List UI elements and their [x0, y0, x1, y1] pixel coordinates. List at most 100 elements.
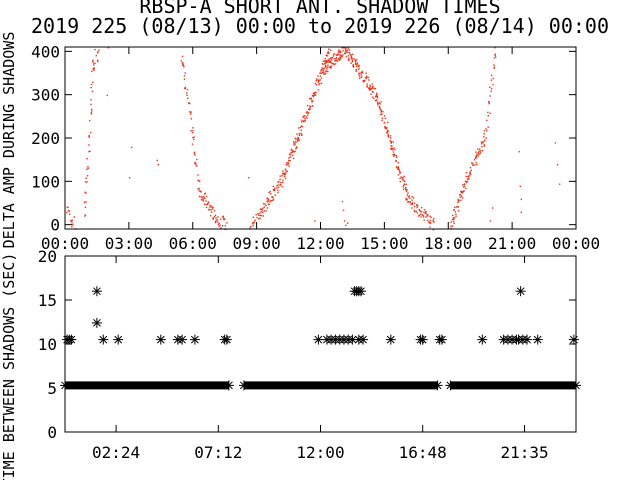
delta-amp-point — [106, 94, 108, 97]
delta-amp-point — [183, 65, 185, 68]
delta-amp-point — [199, 180, 201, 183]
delta-amp-point — [370, 88, 372, 91]
delta-amp-point — [272, 198, 275, 201]
time-between-y-ticks: 0 5 10 15 20 — [38, 247, 576, 442]
delta-amp-point — [390, 147, 392, 149]
delta-amp-point — [322, 60, 325, 62]
delta-amp-point — [269, 201, 271, 203]
delta-amp-point — [405, 199, 407, 201]
delta-amp-point — [481, 146, 483, 148]
delta-amp-point — [332, 55, 334, 57]
delta-amp-point — [323, 71, 325, 73]
delta-amp-point — [357, 65, 359, 67]
delta-amp-point — [71, 222, 73, 224]
delta-amp-point — [192, 127, 194, 129]
delta-amp-point — [384, 117, 387, 120]
delta-amp-point — [184, 86, 186, 89]
delta-amp-point — [73, 216, 75, 218]
delta-amp-point — [252, 216, 254, 218]
delta-amp-point — [327, 66, 329, 68]
delta-amp-point — [352, 65, 354, 67]
delta-amp-point — [322, 71, 324, 73]
delta-amp-point — [268, 203, 270, 206]
time-between-point — [532, 334, 543, 345]
delta-amp-point — [389, 140, 391, 142]
delta-amp-point — [322, 63, 324, 65]
delta-amp-point — [423, 209, 426, 211]
delta-amp-point — [90, 86, 92, 89]
delta-amp-point — [556, 164, 559, 166]
delta-amp-point — [350, 55, 352, 57]
delta-amp-point — [332, 63, 335, 65]
delta-amp-point — [181, 64, 184, 66]
delta-amp-point — [356, 63, 358, 66]
delta-amp-point — [384, 126, 387, 128]
delta-amp-point — [359, 77, 361, 79]
delta-amp-point — [452, 220, 455, 223]
time-between-point — [432, 380, 443, 391]
delta-amp-point — [385, 128, 388, 130]
delta-amp-point — [392, 151, 395, 153]
delta-amp-point — [345, 50, 347, 52]
delta-amp-point — [393, 153, 395, 155]
delta-amp-point — [344, 47, 347, 50]
delta-amp-point — [84, 181, 87, 183]
delta-amp-point — [287, 163, 290, 165]
delta-amp-point — [417, 205, 419, 207]
delta-amp-point — [202, 200, 205, 202]
delta-amp-point — [383, 125, 386, 128]
delta-amp-point — [351, 59, 354, 62]
delta-amp-point — [458, 194, 461, 196]
delta-amp-point — [86, 175, 89, 177]
delta-amp-point — [309, 106, 312, 108]
delta-amp-point — [220, 227, 222, 229]
delta-amp-point — [279, 178, 281, 181]
delta-amp-point — [93, 69, 95, 71]
delta-amp-point — [262, 202, 265, 205]
delta-amp-point — [422, 214, 424, 217]
delta-amp-point — [265, 210, 267, 212]
delta-amp-point — [493, 66, 496, 68]
delta-amp-point — [358, 66, 360, 68]
delta-amp-point — [411, 203, 414, 205]
delta-amp-point — [390, 148, 393, 150]
delta-amp-point — [223, 219, 225, 221]
delta-amp-point — [335, 59, 337, 62]
delta-amp-point — [472, 164, 474, 166]
delta-amp-point — [326, 55, 329, 57]
delta-amp-point — [319, 72, 321, 74]
delta-amp-point — [255, 214, 257, 216]
delta-amp-point — [184, 87, 187, 90]
figure-title-line1: RBSP-A SHORT ANT. SHADOW TIMES — [139, 0, 500, 18]
delta-amp-point — [487, 111, 489, 114]
delta-amp-point — [267, 198, 270, 200]
delta-amp-point — [266, 201, 268, 203]
delta-amp-point — [95, 55, 97, 57]
delta-amp-point — [369, 89, 371, 91]
delta-amp-point — [479, 150, 482, 152]
delta-amp-point — [67, 209, 69, 212]
delta-amp-point — [430, 216, 432, 219]
time-between-point — [91, 286, 102, 297]
delta-amp-point — [468, 174, 470, 177]
delta-amp-point — [495, 56, 497, 58]
delta-amp-point — [325, 54, 327, 57]
delta-amp-point — [338, 51, 341, 53]
delta-amp-point — [297, 138, 300, 140]
delta-amp-point — [318, 83, 321, 85]
delta-amp-point — [201, 196, 203, 199]
delta-amp-point — [262, 211, 264, 214]
delta-amp-point — [355, 70, 357, 72]
delta-amp-point — [267, 203, 269, 205]
delta-amp-point — [368, 79, 370, 81]
delta-amp-point — [419, 209, 421, 211]
delta-amp-point — [493, 57, 496, 59]
delta-amp-point — [375, 99, 378, 101]
delta-amp-point — [402, 186, 404, 188]
delta-amp-point — [317, 81, 319, 83]
delta-amp-point — [282, 179, 284, 181]
delta-amp-point — [420, 206, 423, 209]
delta-amp-point — [366, 75, 368, 77]
delta-amp-point — [350, 54, 352, 56]
delta-amp-point — [356, 59, 358, 61]
